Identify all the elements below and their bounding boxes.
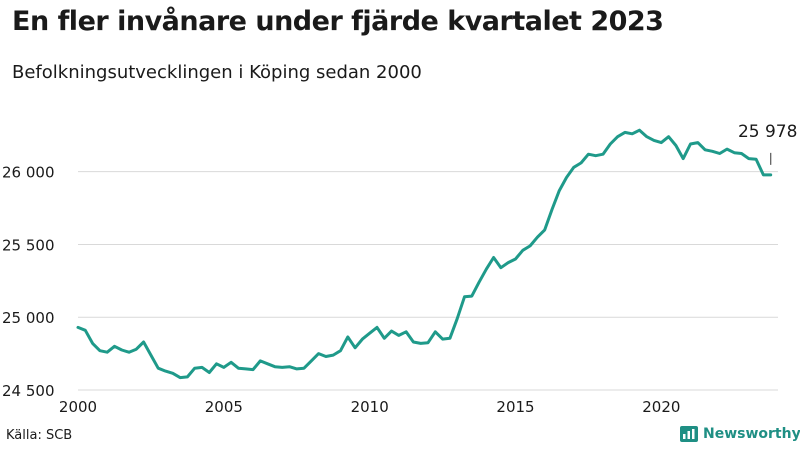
series-line [76, 128, 773, 380]
x-tick-label: 2015 [496, 398, 534, 416]
x-tick-label: 2000 [59, 398, 97, 416]
newsworthy-icon [680, 426, 698, 442]
y-tick-label: 26 000 [2, 164, 55, 182]
x-tick-label: 2010 [351, 398, 389, 416]
annotation-label: 25 978 [738, 122, 797, 142]
chart-title: En fler invånare under fjärde kvartalet … [12, 6, 664, 37]
brand-logo[interactable]: Newsworthy [680, 426, 800, 442]
brand-name: Newsworthy [703, 426, 800, 442]
x-tick-label: 2005 [205, 398, 243, 416]
source-label: Källa: SCB [6, 428, 73, 443]
y-tick-label: 25 000 [2, 309, 55, 327]
y-tick-label: 24 500 [2, 382, 55, 400]
x-tick-label: 2020 [642, 398, 680, 416]
chart-subtitle: Befolkningsutvecklingen i Köping sedan 2… [12, 62, 422, 83]
y-tick-label: 25 500 [2, 236, 55, 254]
